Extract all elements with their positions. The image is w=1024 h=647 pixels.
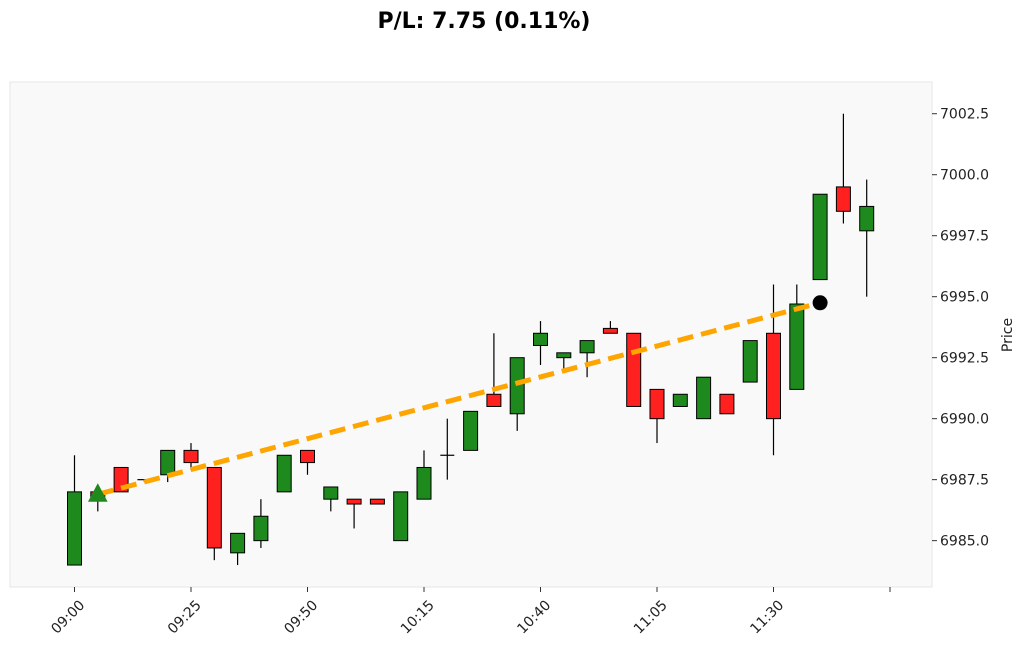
candle-body [556, 352, 572, 359]
entry-marker [87, 483, 108, 502]
y-tick-label: 6990.0 [940, 412, 989, 428]
candle-body [626, 332, 642, 407]
candle-body [393, 491, 409, 542]
candle [486, 333, 502, 407]
candle-body [253, 515, 269, 542]
candles-layer [67, 113, 875, 566]
candle-body [369, 498, 385, 505]
candle-body [602, 327, 618, 334]
candle-body [346, 498, 362, 505]
y-axis-label: Price [1000, 318, 1016, 352]
candle-body [509, 357, 525, 415]
y-axis: 6985.0 6987.5 6990.0 6992.5 6995.0 6997.5 7000… [932, 107, 989, 550]
trade-line [97, 300, 821, 497]
x-tick-label: 09:00 [48, 597, 88, 637]
candle [416, 450, 432, 500]
y-tick-label: 6995.0 [940, 290, 989, 306]
x-tick-label: 09:50 [281, 597, 321, 637]
candle-body [742, 340, 758, 383]
candle-body [649, 388, 665, 420]
candle [230, 532, 246, 566]
y-tick-label: 6987.5 [940, 473, 989, 489]
candle [859, 179, 875, 297]
x-tick-label: 11:30 [747, 597, 787, 637]
candle [369, 498, 385, 505]
candle-body [766, 332, 781, 420]
y-tick-label: 7002.5 [940, 107, 989, 123]
candle [67, 455, 82, 566]
candle-body [789, 303, 805, 390]
candle-body [812, 193, 828, 281]
candle [300, 449, 315, 475]
candle-body [230, 532, 246, 554]
candle [253, 499, 269, 548]
candle-body [859, 205, 875, 232]
candle [835, 113, 851, 224]
candle [789, 284, 805, 390]
candle-body [183, 449, 199, 464]
x-axis: 09:00 09:25 09:50 10:15 10:40 11:05 11:30 [48, 587, 891, 637]
candle-body [719, 393, 735, 415]
y-tick-label: 7000.0 [940, 168, 989, 184]
candle-body [416, 466, 432, 500]
candle [183, 443, 199, 470]
candle [206, 466, 222, 561]
candle-body [835, 186, 851, 212]
candle [696, 376, 712, 420]
y-tick-label: 6985.0 [940, 534, 989, 550]
candle [672, 393, 688, 407]
candle [742, 340, 758, 383]
x-tick-label: 10:15 [398, 597, 438, 637]
candle [533, 321, 548, 365]
candle [649, 388, 665, 444]
candle [509, 357, 525, 431]
candle-body [67, 491, 82, 566]
candle [626, 332, 642, 407]
candle-body [533, 332, 548, 346]
candle [346, 498, 362, 529]
candle [440, 418, 455, 480]
y-tick-label: 6992.5 [940, 351, 989, 367]
candle-body [672, 393, 688, 407]
candle-body [486, 393, 502, 407]
candle-body [323, 486, 339, 500]
candle-body [206, 466, 222, 549]
y-tick-label: 6997.5 [940, 229, 989, 245]
candle [276, 454, 292, 493]
candle-body [579, 340, 595, 354]
candle [463, 410, 479, 451]
x-tick-label: 11:05 [631, 597, 671, 637]
candle-body [463, 410, 479, 451]
candle [812, 193, 828, 281]
x-tick-label: 09:25 [165, 597, 205, 637]
trade-layer [87, 295, 828, 502]
candle [393, 491, 409, 542]
candle-body [300, 449, 315, 464]
chart-title: P/L: 7.75 (0.11%) [377, 9, 590, 34]
candle [602, 321, 618, 334]
candle [556, 352, 572, 370]
candle [323, 486, 339, 512]
candle-body [276, 454, 292, 493]
candle [719, 393, 735, 415]
x-tick-label: 10:40 [514, 597, 554, 637]
candle-body [696, 376, 712, 420]
candle-body [160, 449, 176, 476]
exit-marker [812, 295, 828, 311]
candle [579, 340, 595, 378]
